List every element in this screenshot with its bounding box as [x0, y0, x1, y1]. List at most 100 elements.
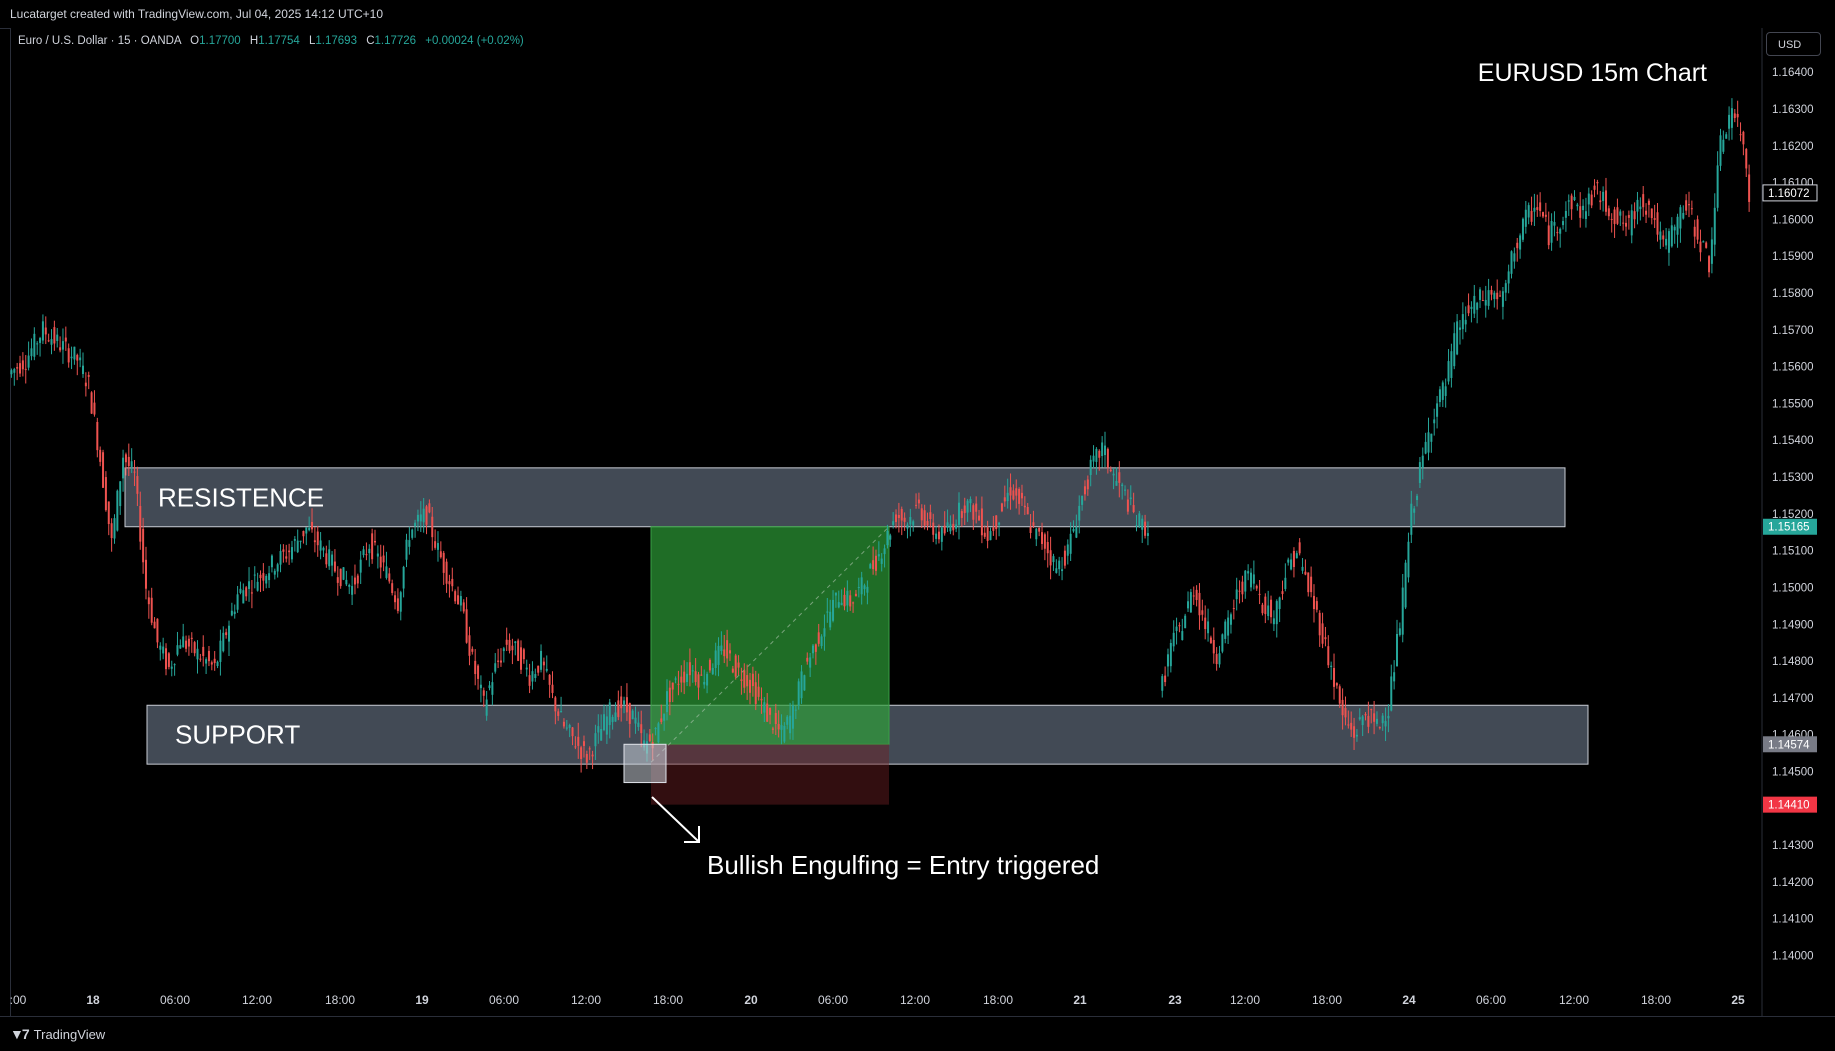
candle-body[interactable] [1252, 574, 1255, 584]
candle-body[interactable] [1284, 577, 1287, 589]
candle-body[interactable] [671, 682, 674, 690]
candle-body[interactable] [1696, 219, 1699, 240]
candle-body[interactable] [1290, 559, 1293, 570]
candle-body[interactable] [666, 691, 668, 713]
candle-body[interactable] [1169, 642, 1172, 667]
candle-body[interactable] [1281, 591, 1284, 595]
candle-body[interactable] [345, 579, 348, 585]
candle-body[interactable] [691, 670, 694, 672]
candle-body[interactable] [1029, 526, 1032, 533]
candle-body[interactable] [41, 321, 44, 341]
candle-body[interactable] [1364, 714, 1367, 716]
candle-body[interactable] [1020, 492, 1023, 499]
candle-body[interactable] [1496, 292, 1499, 300]
candle-body[interactable] [333, 561, 336, 572]
candle-body[interactable] [625, 697, 628, 713]
candle-body[interactable] [1630, 210, 1633, 236]
candle-body[interactable] [1109, 469, 1112, 472]
candle-body[interactable] [923, 510, 926, 526]
candle-body[interactable] [1135, 525, 1138, 527]
candle-body[interactable] [399, 592, 402, 612]
candle-body[interactable] [1195, 589, 1198, 601]
candle-body[interactable] [1458, 327, 1461, 330]
candle-body[interactable] [605, 716, 608, 735]
candle-body[interactable] [1315, 601, 1318, 610]
candle-body[interactable] [1567, 200, 1570, 202]
candle-body[interactable] [542, 661, 545, 666]
candle-body[interactable] [379, 556, 382, 568]
candle-body[interactable] [167, 653, 170, 667]
candle-body[interactable] [869, 564, 872, 569]
candle-body[interactable] [1533, 207, 1536, 212]
candle-body[interactable] [1410, 503, 1413, 535]
candle-body[interactable] [683, 671, 686, 683]
candle-body[interactable] [1124, 489, 1127, 491]
candle-body[interactable] [1049, 550, 1052, 566]
candle-body[interactable] [757, 686, 760, 697]
candle-body[interactable] [929, 512, 932, 519]
candle-body[interactable] [494, 663, 497, 672]
candle-body[interactable] [374, 540, 376, 543]
candle-body[interactable] [319, 540, 322, 551]
candle-body[interactable] [1390, 676, 1393, 711]
candle-body[interactable] [909, 517, 912, 525]
candle-body[interactable] [479, 684, 482, 689]
candle-body[interactable] [368, 548, 371, 554]
candle-body[interactable] [448, 581, 451, 585]
candle-body[interactable] [846, 590, 849, 606]
candle-body[interactable] [1536, 207, 1539, 210]
candle-body[interactable] [216, 661, 219, 667]
candle-body[interactable] [182, 636, 185, 648]
candle-body[interactable] [1607, 208, 1610, 217]
candle-body[interactable] [585, 754, 588, 763]
candle-body[interactable] [565, 727, 568, 729]
candle-body[interactable] [703, 681, 706, 685]
candle-body[interactable] [1499, 295, 1502, 297]
candle-body[interactable] [734, 655, 737, 677]
candle-body[interactable] [1018, 489, 1021, 504]
candle-body[interactable] [10, 370, 13, 375]
candle-body[interactable] [190, 637, 193, 639]
candle-body[interactable] [786, 716, 789, 725]
candle-body[interactable] [279, 551, 282, 565]
candle-body[interactable] [1061, 569, 1064, 572]
candle-body[interactable] [540, 650, 543, 670]
candle-body[interactable] [199, 658, 202, 660]
candle-body[interactable] [1164, 675, 1167, 683]
candle-body[interactable] [972, 505, 975, 520]
candle-body[interactable] [1521, 218, 1524, 240]
candle-body[interactable] [1081, 495, 1084, 505]
candle-body[interactable] [1307, 572, 1310, 593]
candle-body[interactable] [1141, 518, 1144, 530]
candle-body[interactable] [1433, 419, 1436, 424]
candle-body[interactable] [1461, 314, 1464, 330]
candle-body[interactable] [253, 574, 256, 576]
candle-body[interactable] [288, 550, 291, 553]
candle-body[interactable] [771, 728, 774, 730]
candle-body[interactable] [514, 641, 517, 644]
candle-body[interactable] [30, 348, 33, 357]
candle-body[interactable] [528, 675, 531, 686]
candle-body[interactable] [537, 665, 540, 673]
candle-body[interactable] [396, 598, 399, 611]
candle-body[interactable] [548, 674, 551, 685]
candle-body[interactable] [207, 650, 210, 662]
candle-body[interactable] [806, 657, 809, 662]
candle-body[interactable] [1212, 640, 1215, 654]
candle-body[interactable] [1055, 568, 1058, 573]
candle-body[interactable] [731, 668, 734, 673]
candle-body[interactable] [1207, 621, 1210, 634]
candle-body[interactable] [187, 638, 190, 647]
candle-body[interactable] [986, 527, 989, 541]
candle-body[interactable] [640, 724, 643, 734]
candle-body[interactable] [405, 539, 408, 560]
candle-body[interactable] [359, 559, 362, 573]
candle-body[interactable] [551, 684, 554, 693]
candle-body[interactable] [1582, 205, 1585, 211]
candle-body[interactable] [560, 711, 563, 713]
candle-body[interactable] [1573, 196, 1576, 201]
candle-body[interactable] [686, 673, 689, 683]
candle-body[interactable] [24, 368, 27, 370]
candle-body[interactable] [511, 645, 514, 651]
candle-body[interactable] [56, 334, 59, 341]
